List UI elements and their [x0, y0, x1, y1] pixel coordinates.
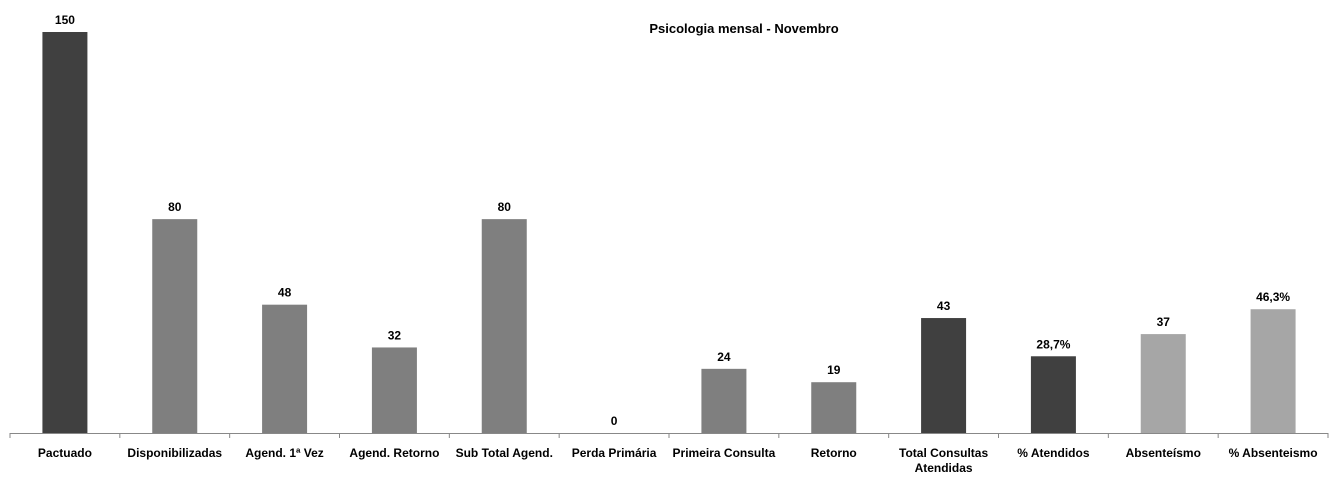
x-tick-label: Total Consultas Atendidas	[899, 446, 989, 475]
value-label: 24	[717, 350, 731, 364]
bar	[701, 368, 747, 433]
x-tick-label: Agend. 1ª Vez	[245, 446, 324, 460]
bar	[152, 219, 198, 433]
bar	[371, 347, 417, 433]
x-tick-label: Disponibilizadas	[127, 446, 223, 460]
x-tick-label: Pactuado	[37, 446, 92, 460]
x-tick-label: % Atendidos	[1017, 446, 1090, 460]
bar	[481, 219, 527, 433]
bar	[1250, 309, 1296, 433]
x-tick-label: Retorno	[810, 446, 857, 460]
bar	[42, 32, 88, 433]
x-tick-label: Absenteísmo	[1125, 446, 1201, 460]
value-label: 46,3%	[1256, 290, 1290, 304]
x-tick-label: Primeira Consulta	[672, 446, 776, 460]
value-label: 37	[1157, 315, 1171, 329]
bar	[921, 318, 967, 433]
value-label: 28,7%	[1036, 337, 1070, 351]
value-label: 150	[55, 13, 75, 27]
value-label: 48	[278, 286, 292, 300]
x-tick-label: % Absenteismo	[1228, 446, 1318, 460]
value-label: 80	[168, 200, 182, 214]
x-tick-label: Perda Primária	[571, 446, 657, 460]
value-label: 32	[388, 328, 402, 342]
bar	[811, 382, 857, 433]
value-label: 43	[937, 299, 951, 313]
bar	[1140, 334, 1186, 433]
value-label: 80	[498, 200, 512, 214]
bar	[262, 304, 308, 433]
value-label: 19	[827, 363, 841, 377]
x-tick-label: Agend. Retorno	[349, 446, 440, 460]
x-tick-label: Sub Total Agend.	[455, 446, 553, 460]
value-label: 0	[611, 414, 618, 428]
chart-title: Psicologia mensal - Novembro	[649, 21, 838, 36]
bar	[1030, 356, 1076, 433]
